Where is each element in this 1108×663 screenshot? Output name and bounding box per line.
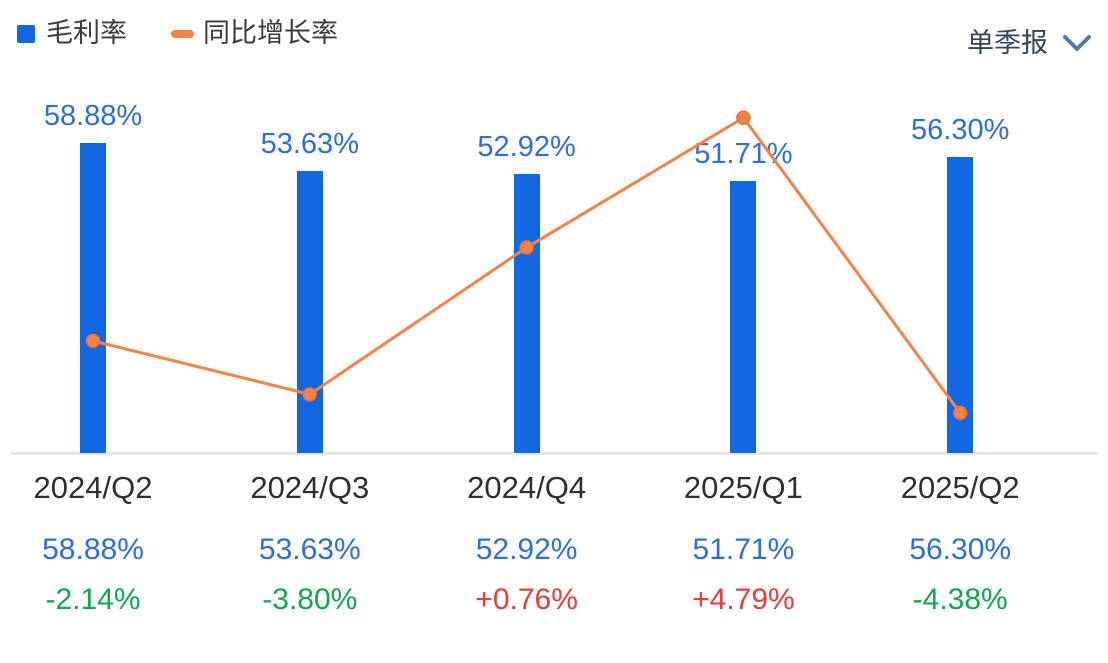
yoy-growth-line [85,110,968,421]
legend-label-gross-margin: 毛利率 [46,18,127,48]
line-marker-2024/Q3[interactable] [302,387,318,402]
bar-gross-margin-2024/Q3[interactable] [296,170,323,453]
yoy-growth-value: -2.14% [45,583,141,616]
yoy-growth-value: +4.79% [692,583,795,616]
line-marker-2025/Q1[interactable] [736,110,751,126]
bar-series-swatch-icon [17,24,35,43]
chart-plot-area: 58.88% 53.63% 52.92% 51.71% 56.30% [10,100,1098,455]
legend-item-gross-margin[interactable]: 毛利率 [17,20,127,47]
yoy-growth-value: +0.76% [475,583,578,616]
category-label: 2024/Q3 [250,470,370,505]
bar-value-label: 53.63% [260,127,359,160]
yoy-growth-value: -3.80% [262,583,358,616]
category-label: 2024/Q2 [33,470,153,505]
gross-margin-value: 56.30% [909,533,1012,566]
category-label: 2024/Q4 [467,470,587,505]
line-marker-2024/Q4[interactable] [519,240,534,255]
category-label: 2025/Q1 [683,470,803,505]
line-series-swatch-icon [171,29,194,38]
chevron-down-icon [1063,34,1091,51]
bar-value-label: 52.92% [477,131,576,164]
legend-item-yoy-growth[interactable]: 同比增长率 [171,20,338,47]
bar-gross-margin-2024/Q2[interactable] [80,143,106,453]
gross-margin-value: 53.63% [258,533,361,566]
gross-margin-value: 51.71% [692,533,795,566]
bar-value-label: 58.88% [43,100,143,132]
bar-gross-margin-2025/Q1[interactable] [730,180,757,453]
category-label: 2025/Q2 [900,470,1020,505]
bar-gross-margin-2024/Q4[interactable] [513,174,540,453]
period-selector-label: 单季报 [967,28,1048,58]
x-axis-line [10,452,1098,455]
chart-legend: 毛利率 同比增长率 [17,20,338,47]
bar-value-label: 56.30% [911,113,1010,146]
line-marker-2025/Q2[interactable] [952,405,968,421]
yoy-growth-value: -4.38% [912,583,1008,616]
gross-margin-value: 58.88% [42,533,144,566]
line-marker-2024/Q2[interactable] [85,333,101,349]
period-selector-dropdown[interactable]: 单季报 [967,30,1092,57]
gross-margin-value: 52.92% [475,533,578,566]
legend-label-yoy-growth: 同比增长率 [203,18,338,48]
